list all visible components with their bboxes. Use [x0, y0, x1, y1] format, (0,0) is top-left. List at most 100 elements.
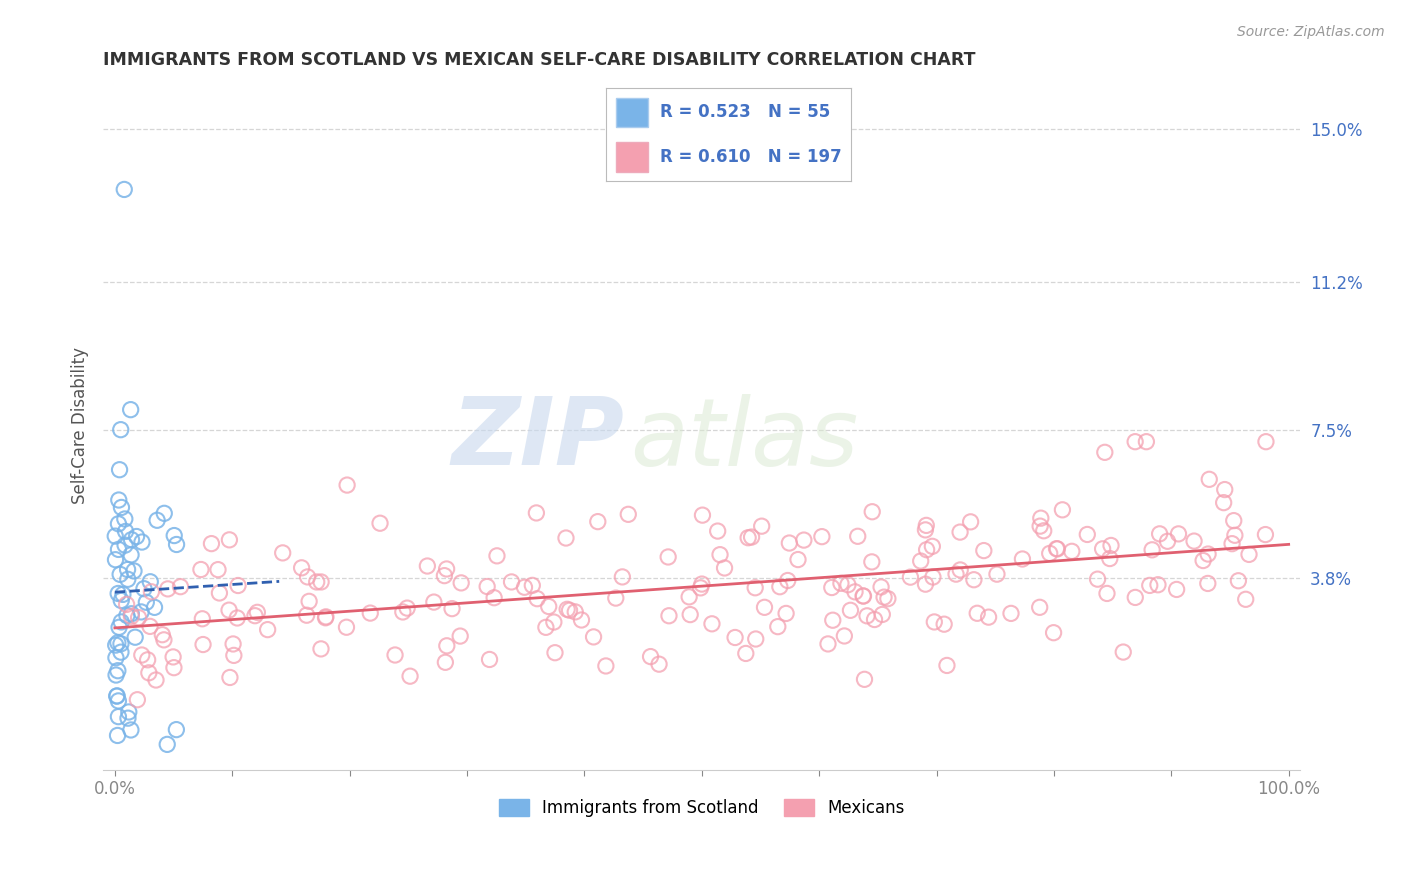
Point	[207, 563, 229, 577]
Point	[482, 591, 505, 605]
Point	[107, 636, 129, 650]
Point	[852, 589, 875, 603]
Point	[571, 613, 593, 627]
Point	[1167, 527, 1189, 541]
Point	[543, 615, 565, 629]
Legend: Immigrants from Scotland, Mexicans: Immigrants from Scotland, Mexicans	[492, 792, 911, 823]
Point	[169, 580, 191, 594]
Point	[872, 607, 894, 622]
Point	[163, 661, 186, 675]
Point	[475, 580, 498, 594]
Point	[1227, 574, 1250, 588]
Point	[787, 552, 810, 566]
Point	[226, 578, 249, 592]
Point	[124, 630, 146, 644]
Point	[775, 607, 797, 621]
Text: atlas: atlas	[630, 394, 858, 485]
Point	[1032, 524, 1054, 538]
Point	[513, 580, 536, 594]
Point	[120, 548, 142, 562]
Point	[690, 577, 713, 591]
Point	[139, 619, 162, 633]
Point	[120, 723, 142, 737]
Point	[709, 548, 731, 562]
Point	[141, 584, 163, 599]
Point	[1029, 511, 1052, 525]
Point	[966, 607, 988, 621]
Point	[706, 524, 728, 538]
Point	[1112, 645, 1135, 659]
Point	[107, 586, 129, 600]
Point	[1223, 528, 1246, 542]
Point	[713, 561, 735, 575]
Point	[114, 524, 136, 539]
Point	[648, 657, 671, 672]
Point	[162, 649, 184, 664]
Point	[243, 608, 266, 623]
Point	[830, 576, 852, 591]
Point	[1182, 534, 1205, 549]
Point	[1095, 586, 1118, 600]
Point	[153, 506, 176, 520]
Point	[146, 513, 169, 527]
Point	[973, 543, 995, 558]
Point	[1135, 434, 1157, 449]
Point	[700, 616, 723, 631]
Point	[949, 563, 972, 577]
Point	[1156, 534, 1178, 549]
Point	[145, 673, 167, 687]
Point	[544, 646, 567, 660]
Point	[208, 586, 231, 600]
Point	[478, 652, 501, 666]
Point	[1234, 592, 1257, 607]
Point	[298, 594, 321, 608]
Point	[450, 575, 472, 590]
Point	[121, 533, 143, 547]
Point	[107, 493, 129, 508]
Point	[1098, 551, 1121, 566]
Point	[524, 506, 547, 520]
Point	[107, 728, 129, 742]
Point	[914, 523, 936, 537]
Point	[959, 515, 981, 529]
Point	[105, 668, 128, 682]
Point	[112, 182, 135, 196]
Point	[156, 738, 179, 752]
Point	[1094, 445, 1116, 459]
Point	[165, 723, 187, 737]
Point	[128, 610, 150, 624]
Point	[104, 650, 127, 665]
Point	[117, 711, 139, 725]
Point	[1149, 526, 1171, 541]
Point	[963, 573, 986, 587]
Point	[105, 689, 128, 703]
Point	[1011, 552, 1033, 566]
Point	[1042, 625, 1064, 640]
Point	[218, 603, 240, 617]
Point	[416, 559, 439, 574]
Point	[1046, 541, 1069, 556]
Point	[122, 564, 145, 578]
Point	[200, 536, 222, 550]
Point	[120, 609, 142, 624]
Point	[1052, 503, 1074, 517]
Point	[915, 542, 938, 557]
Point	[1123, 591, 1146, 605]
Point	[839, 603, 862, 617]
Point	[392, 605, 415, 619]
Point	[226, 611, 249, 625]
Point	[605, 591, 627, 606]
Point	[846, 529, 869, 543]
Point	[315, 611, 337, 625]
Point	[315, 610, 337, 624]
Point	[910, 554, 932, 568]
Point	[104, 552, 127, 566]
Point	[1140, 542, 1163, 557]
Point	[741, 530, 763, 544]
Point	[640, 649, 662, 664]
Point	[107, 694, 129, 708]
Point	[114, 538, 136, 552]
Point	[821, 581, 844, 595]
Point	[555, 602, 578, 616]
Point	[873, 590, 896, 604]
